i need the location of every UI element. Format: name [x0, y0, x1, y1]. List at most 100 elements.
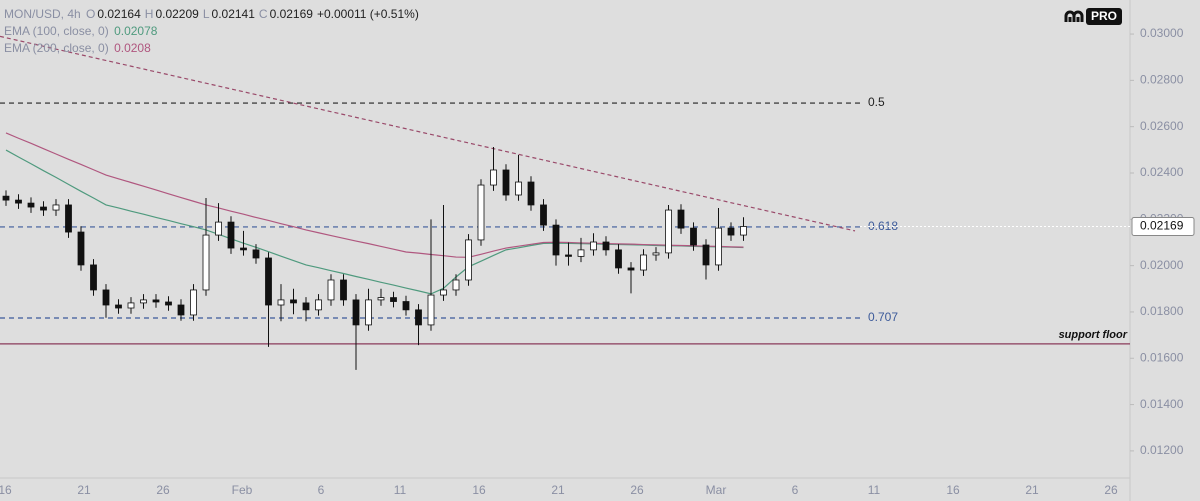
candle-body [640, 254, 647, 271]
level-label: 0.707 [868, 310, 898, 324]
candle-body [402, 301, 410, 311]
ohlc-key: H [144, 7, 154, 21]
candle-body [527, 181, 535, 206]
y-tick-label: 0.01600 [1140, 350, 1184, 364]
candle-body [277, 299, 285, 306]
candle-body [515, 181, 522, 196]
ema-line [5, 149, 744, 295]
candle-body [490, 169, 497, 186]
candle-body [502, 169, 510, 196]
candle-body [315, 299, 322, 311]
candle-body [565, 254, 572, 257]
x-tick-label: 21 [1025, 483, 1039, 497]
candle-body [265, 257, 272, 306]
candle-body [65, 204, 72, 233]
candle-body [302, 302, 310, 311]
candle-body [365, 299, 372, 326]
candle-body [702, 244, 710, 266]
trendline [0, 35, 856, 232]
x-tick-label: 21 [77, 483, 91, 497]
candle-body [615, 249, 622, 269]
candle-body [152, 299, 160, 303]
x-tick-label: Feb [232, 483, 253, 497]
candle-body [427, 294, 435, 326]
ohlc-row: MON/USD, 4h O 0.02164 H 0.02209 L 0.02141 C 0.0… [4, 6, 421, 23]
x-tick-label: 16 [0, 483, 12, 497]
candle-body [140, 299, 147, 304]
y-tick-label: 0.02000 [1140, 258, 1184, 272]
candle-body [290, 299, 297, 304]
candle-body [90, 264, 97, 291]
ema-row: EMA (200, close, 0) 0.0208 [4, 40, 421, 57]
candle-body [727, 227, 735, 236]
candle-body [390, 297, 397, 302]
support-label: support floor [1059, 329, 1128, 341]
x-tick-label: 11 [394, 483, 407, 497]
ema-value: 0.0208 [114, 41, 151, 55]
candle-body [2, 195, 10, 201]
y-tick-label: 0.03000 [1140, 26, 1184, 40]
candle-body [52, 204, 60, 211]
candle-body [665, 209, 672, 254]
candle-body [552, 224, 560, 256]
x-tick-label: Mar [706, 483, 727, 497]
candle-body [227, 221, 235, 249]
candle-body [352, 299, 360, 326]
ohlc-value: 0.02169 [269, 7, 313, 21]
candle-body [240, 247, 247, 251]
ohlc-key: O [86, 7, 96, 21]
y-tick-label: 0.01200 [1140, 443, 1184, 457]
x-tick-label: 26 [156, 483, 170, 497]
change: +0.00011 (+0.51%) [316, 7, 419, 21]
candle-body [202, 234, 210, 291]
y-tick-label: 0.02800 [1140, 73, 1184, 87]
candle-body [440, 289, 447, 296]
candle-body [627, 267, 635, 271]
ohlc-key: L [202, 7, 210, 21]
candle-body [327, 279, 335, 301]
candle-body [377, 297, 385, 301]
candle-body [27, 202, 35, 208]
ema-value: 0.02078 [114, 24, 158, 38]
x-tick-label: 26 [1104, 483, 1118, 497]
x-tick-label: 6 [318, 483, 325, 497]
x-tick-label: 16 [472, 483, 486, 497]
candle-body [540, 204, 547, 226]
candle-body [215, 221, 222, 236]
ohlc-value: 0.02141 [211, 7, 255, 21]
ohlc-value: 0.02164 [97, 7, 141, 21]
candle-body [602, 241, 610, 251]
candle-body [15, 199, 22, 204]
candle-body [415, 309, 422, 326]
candle-body [115, 304, 122, 309]
ema-row: EMA (100, close, 0) 0.02078 [4, 23, 421, 40]
candle-body [715, 227, 722, 266]
badge-box [1086, 8, 1122, 25]
candle-body [190, 289, 197, 316]
candle-body [677, 209, 685, 229]
x-tick-label: 11 [868, 483, 881, 497]
candle-body [652, 252, 660, 256]
candle-body [690, 227, 697, 246]
y-tick-label: 0.01800 [1140, 304, 1184, 318]
candle-body [127, 302, 135, 309]
candle-body [77, 231, 85, 266]
candle-body [177, 304, 185, 316]
x-tick-label: 26 [630, 483, 644, 497]
candle-body [102, 289, 110, 306]
ohlc-key: C [258, 7, 268, 21]
candle-body [452, 279, 460, 291]
candle-body [165, 301, 172, 306]
candle-body [340, 279, 347, 301]
ema-name: EMA (200, close, 0) [4, 41, 109, 55]
x-tick-label: 21 [551, 483, 565, 497]
x-tick-label: 6 [792, 483, 799, 497]
ema-name: EMA (100, close, 0) [4, 24, 109, 38]
legend: MON/USD, 4h O 0.02164 H 0.02209 L 0.02141 C 0.0… [4, 6, 421, 57]
ohlc-value: 0.02209 [155, 7, 199, 21]
y-tick-label: 0.02600 [1140, 119, 1184, 133]
candle-body [252, 249, 260, 259]
level-label: 0.5 [868, 95, 885, 109]
